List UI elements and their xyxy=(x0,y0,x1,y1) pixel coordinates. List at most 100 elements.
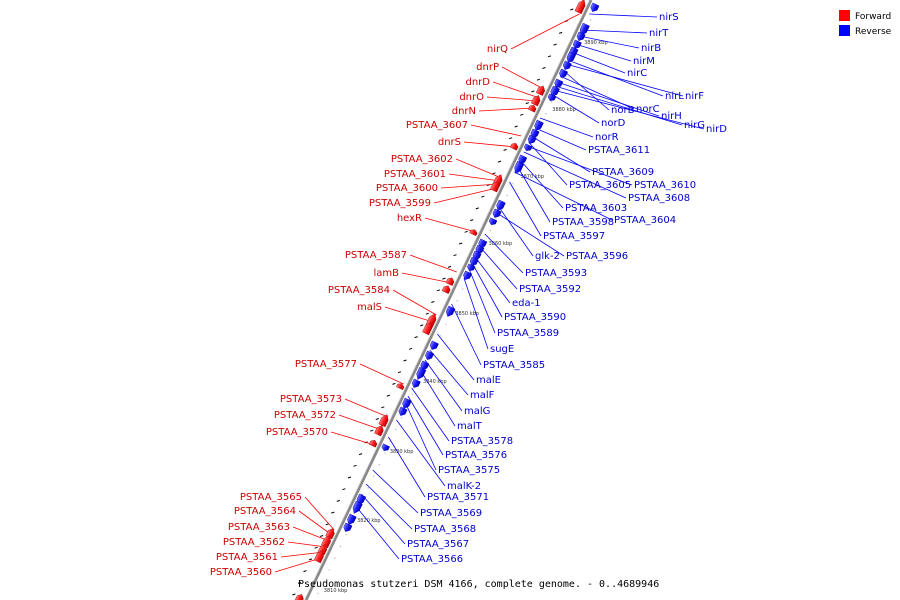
gene-label-hexr: hexR xyxy=(397,213,422,224)
gene-label-pstaa-3599: PSTAA_3599 xyxy=(369,198,431,209)
tick-mark xyxy=(325,523,329,526)
leader-line-reverse xyxy=(474,255,511,304)
tick-dot xyxy=(334,557,336,559)
tick-mark xyxy=(308,558,313,561)
tick-mark xyxy=(347,476,352,479)
leader-line-reverse xyxy=(497,205,534,257)
tick-dot xyxy=(589,19,592,21)
gene-arrow-forward xyxy=(396,383,405,391)
tick-dot xyxy=(339,545,342,548)
tick-mark xyxy=(475,207,479,210)
leader-line-forward xyxy=(384,306,434,323)
gene-label-norr: norR xyxy=(595,132,619,143)
gene-arrow-reverse xyxy=(445,305,456,317)
gene-arrow-reverse xyxy=(576,31,586,41)
gene-arrow-forward xyxy=(294,594,304,600)
leader-line-forward xyxy=(440,183,499,189)
gene-label-nirh: nirH xyxy=(661,111,682,122)
tick-mark xyxy=(303,570,307,573)
gene-arrow-reverse xyxy=(524,143,533,151)
leader-line-reverse xyxy=(526,145,633,186)
tick-dot xyxy=(323,580,325,583)
gene-label-pstaa-3601: PSTAA_3601 xyxy=(384,169,446,180)
axis-tick-label: 3810 kbp xyxy=(324,588,348,594)
gene-arrow-reverse xyxy=(416,366,427,380)
leader-line-reverse xyxy=(555,85,683,126)
leader-line-reverse xyxy=(451,303,482,366)
leader-line-forward xyxy=(330,431,375,446)
gene-labels: nirQ dnrP dnrD dnrO dnrN PSTAA_3607 dnrS PSTAA_… xyxy=(210,12,727,578)
gene-arrow-forward xyxy=(378,414,389,428)
tick-dot xyxy=(400,417,403,419)
gene-arrow-reverse xyxy=(547,93,557,101)
axis-tick-label: 3850 kbp xyxy=(455,311,479,317)
gene-label-nirf: nirF xyxy=(685,91,704,102)
axis-ticks: 3890 kbp 3880 kbp 3870 kbp 3860 kbp 3850 kbp… xyxy=(292,8,608,596)
tick-mark xyxy=(331,511,335,514)
leader-line-reverse xyxy=(471,261,503,318)
gene-label-nirt: nirT xyxy=(649,28,669,39)
tick-mark xyxy=(420,324,424,327)
tick-mark xyxy=(414,336,418,339)
gene-label-dnrd: dnrD xyxy=(466,77,491,88)
leader-line-reverse xyxy=(463,277,489,350)
gene-arrow-forward xyxy=(509,143,519,151)
tick-dot xyxy=(378,463,381,466)
leader-line-reverse xyxy=(574,43,632,62)
gene-label-pstaa-3565: PSTAA_3565 xyxy=(240,492,302,503)
gene-arrow-forward xyxy=(313,550,324,564)
leader-line-reverse xyxy=(361,493,406,545)
tick-mark xyxy=(392,382,396,385)
leader-line-reverse xyxy=(424,359,463,412)
gene-arrow-reverse xyxy=(398,406,408,416)
tick-dot xyxy=(395,428,397,431)
leader-line-reverse xyxy=(411,387,450,442)
tick-dot xyxy=(328,569,330,571)
tick-mark xyxy=(453,254,457,257)
gene-label-pstaa-3560: PSTAA_3560 xyxy=(210,567,272,578)
tick-mark xyxy=(314,546,318,549)
gene-label-pstaa-3563: PSTAA_3563 xyxy=(228,522,290,533)
gene-arrow-forward xyxy=(490,181,500,193)
gene-label-pstaa-3576: PSTAA_3576 xyxy=(445,450,507,461)
gene-label-malf: malF xyxy=(470,390,495,401)
tick-dot xyxy=(445,323,447,325)
leader-line-forward xyxy=(424,217,476,233)
gene-label-pstaa-3598: PSTAA_3598 xyxy=(552,217,614,228)
leader-line-forward xyxy=(448,173,501,182)
leader-line-forward xyxy=(433,187,497,204)
leader-line-reverse xyxy=(551,93,600,124)
tick-mark xyxy=(370,429,374,432)
tick-mark xyxy=(442,277,446,280)
tick-mark xyxy=(470,219,474,222)
gene-label-pstaa-3592: PSTAA_3592 xyxy=(519,284,581,295)
tick-mark xyxy=(358,453,363,456)
gene-label-nird: nirD xyxy=(706,124,727,135)
axis-tick-label: 3870 kbp xyxy=(520,174,544,180)
gene-label-malk-2: malK-2 xyxy=(447,481,481,492)
leader-line-reverse xyxy=(419,369,456,427)
leader-line-reverse xyxy=(519,159,564,209)
leader-line-reverse xyxy=(495,211,565,257)
gene-label-pstaa-3596: PSTAA_3596 xyxy=(566,251,628,262)
leader-line-forward xyxy=(338,414,382,431)
gene-arrow-reverse xyxy=(425,350,435,360)
gene-label-pstaa-3611: PSTAA_3611 xyxy=(588,145,650,156)
gene-label-dnrp: dnrP xyxy=(476,62,499,73)
axis-tick-label: 3840 kbp xyxy=(423,379,447,385)
gene-label-pstaa-3609: PSTAA_3609 xyxy=(592,167,654,178)
gene-arrow-forward xyxy=(441,285,451,294)
gene-label-male: malE xyxy=(476,375,501,386)
gene-label-pstaa-3561: PSTAA_3561 xyxy=(216,552,278,563)
tick-mark xyxy=(425,312,429,315)
leader-line-forward xyxy=(392,289,437,316)
leader-line-reverse xyxy=(478,245,518,290)
gene-arrow-forward xyxy=(374,425,384,437)
tick-mark xyxy=(492,172,496,175)
gene-arrow-reverse xyxy=(562,60,572,70)
tick-mark xyxy=(520,113,524,116)
axis-tick-label: 3830 kbp xyxy=(390,449,414,455)
gene-label-dnro: dnrO xyxy=(459,92,484,103)
gene-label-mals: malS xyxy=(357,302,382,313)
gene-label-pstaa-3608: PSTAA_3608 xyxy=(628,193,690,204)
